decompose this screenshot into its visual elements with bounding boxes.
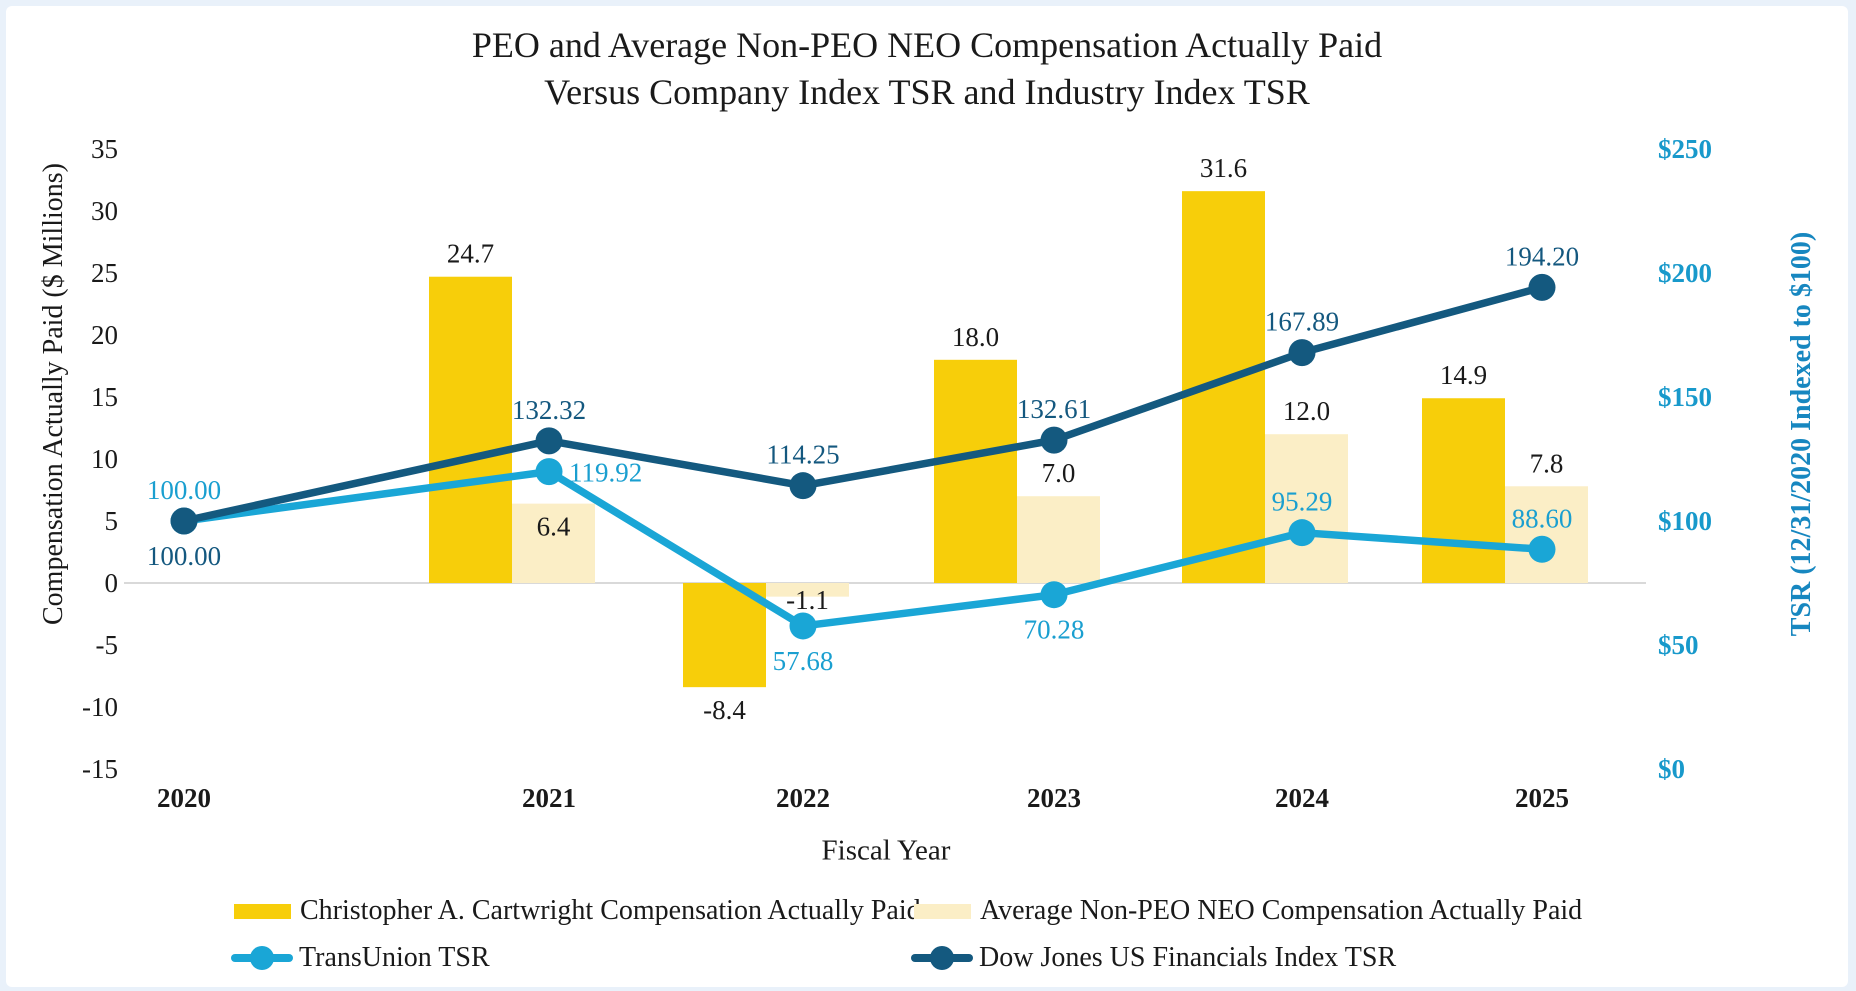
legend-label-dowjones-tsr: Dow Jones US Financials Index TSR [979, 942, 1397, 973]
left-axis-tick: -15 [82, 754, 118, 784]
right-axis-tick: $250 [1658, 134, 1712, 164]
x-axis-tick: 2021 [522, 783, 576, 813]
line-data-label: 70.28 [1024, 615, 1085, 645]
bar-data-label: 31.6 [1200, 153, 1247, 183]
bar-data-label: -8.4 [703, 695, 746, 725]
legend-swatch-peo-bar-icon [234, 903, 291, 919]
line-marker [170, 507, 198, 535]
bar-data-label: 14.9 [1440, 360, 1487, 390]
legend-label-transunion-tsr: TransUnion TSR [299, 942, 490, 973]
x-axis-tick: 2023 [1027, 783, 1081, 813]
line-data-label: 100.00 [147, 475, 221, 505]
x-axis-tick: 2020 [157, 783, 211, 813]
line-marker [535, 427, 563, 455]
left-axis-tick: 25 [91, 258, 118, 288]
left-axis-tick: -10 [82, 692, 118, 722]
left-axis-tick: 5 [105, 506, 119, 536]
line-data-label: 132.32 [512, 395, 586, 425]
bar-data-label: 7.0 [1042, 458, 1076, 488]
line-marker [170, 507, 198, 535]
x-axis-tick: 2025 [1515, 783, 1569, 813]
chart-card: PEO and Average Non-PEO NEO Compensation… [6, 6, 1848, 987]
bar-data-label: 7.8 [1530, 448, 1564, 478]
left-axis-tick: 0 [105, 568, 119, 598]
line-marker [1528, 273, 1556, 301]
bar [766, 583, 849, 597]
chart-title-line1: PEO and Average Non-PEO NEO Compensation… [471, 25, 1383, 65]
line-data-label: 114.25 [766, 440, 839, 470]
line-data-label: 88.60 [1512, 503, 1573, 533]
line-marker [789, 612, 817, 640]
legend-label-peo-compensation: Christopher A. Cartwright Compensation A… [300, 895, 921, 926]
line-series [180, 283, 1546, 525]
bar [1265, 434, 1348, 583]
legend-swatch-neo-bar-icon [914, 903, 971, 919]
bar [1017, 496, 1100, 583]
left-axis-tick: 10 [91, 444, 118, 474]
line-data-label: 167.89 [1265, 307, 1339, 337]
line-data-label: 95.29 [1272, 487, 1333, 517]
bar-data-label: 18.0 [952, 322, 999, 352]
x-axis-tick: 2022 [776, 783, 830, 813]
right-axis-tick: $100 [1658, 506, 1712, 536]
legend-marker-dowjones-line-icon [911, 946, 973, 970]
legend-marker-transunion-line-icon [231, 946, 293, 970]
bar [1182, 191, 1265, 583]
line-marker [1288, 519, 1316, 547]
chart-canvas: 35 30 25 20 15 10 5 0 -5 -10 -15 $250 $200 $150 $100 $5… [82, 134, 1712, 813]
bar [429, 276, 512, 583]
line-data-label: 100.00 [147, 541, 221, 571]
bar [1505, 486, 1588, 583]
right-axis-tick: $200 [1658, 258, 1712, 288]
line-data-label: 194.20 [1505, 241, 1579, 271]
line-marker [789, 472, 817, 500]
line-series [180, 467, 1546, 630]
line-marker [1528, 535, 1556, 563]
line-marker [1040, 426, 1068, 454]
bar [1422, 398, 1505, 583]
left-axis-title: Compensation Actually Paid ($ Millions) [38, 163, 69, 625]
left-axis-tick: 35 [91, 134, 118, 164]
bar-data-label: 12.0 [1283, 396, 1330, 426]
right-axis-tick: $0 [1658, 754, 1685, 784]
right-axis-tick: $50 [1658, 630, 1699, 660]
bar-data-label: -1.1 [786, 585, 829, 615]
line-marker [1040, 581, 1068, 609]
bar-data-label: 6.4 [537, 512, 571, 542]
left-axis-tick: 20 [91, 320, 118, 350]
legend-item-neo-compensation: Average Non-PEO NEO Compensation Actuall… [914, 895, 1583, 926]
legend-item-dowjones-tsr: Dow Jones US Financials Index TSR [911, 942, 1397, 973]
x-axis-tick: 2024 [1275, 783, 1329, 813]
line-data-label: 132.61 [1017, 394, 1091, 424]
legend-item-transunion-tsr: TransUnion TSR [231, 942, 490, 973]
right-axis-title: TSR (12/31/2020 Indexed to $100) [1786, 231, 1817, 637]
legend-label-neo-compensation: Average Non-PEO NEO Compensation Actuall… [980, 895, 1583, 926]
chart-title-line2: Versus Company Index TSR and Industry In… [544, 72, 1310, 112]
line-data-label: 57.68 [773, 646, 834, 676]
bar [934, 359, 1017, 583]
bar [512, 503, 595, 583]
left-axis-tick: 30 [91, 196, 118, 226]
left-axis-tick: 15 [91, 382, 118, 412]
line-marker [1288, 339, 1316, 367]
right-axis-tick: $150 [1658, 382, 1712, 412]
x-axis-title: Fiscal Year [821, 834, 951, 867]
chart-title: PEO and Average Non-PEO NEO Compensation… [6, 22, 1848, 116]
line-data-label: 119.92 [569, 458, 642, 488]
left-axis-tick: -5 [96, 630, 119, 660]
bar-data-label: 24.7 [447, 239, 494, 269]
line-marker [535, 458, 563, 486]
bar [683, 583, 766, 688]
legend-item-peo-compensation: Christopher A. Cartwright Compensation A… [234, 895, 921, 926]
